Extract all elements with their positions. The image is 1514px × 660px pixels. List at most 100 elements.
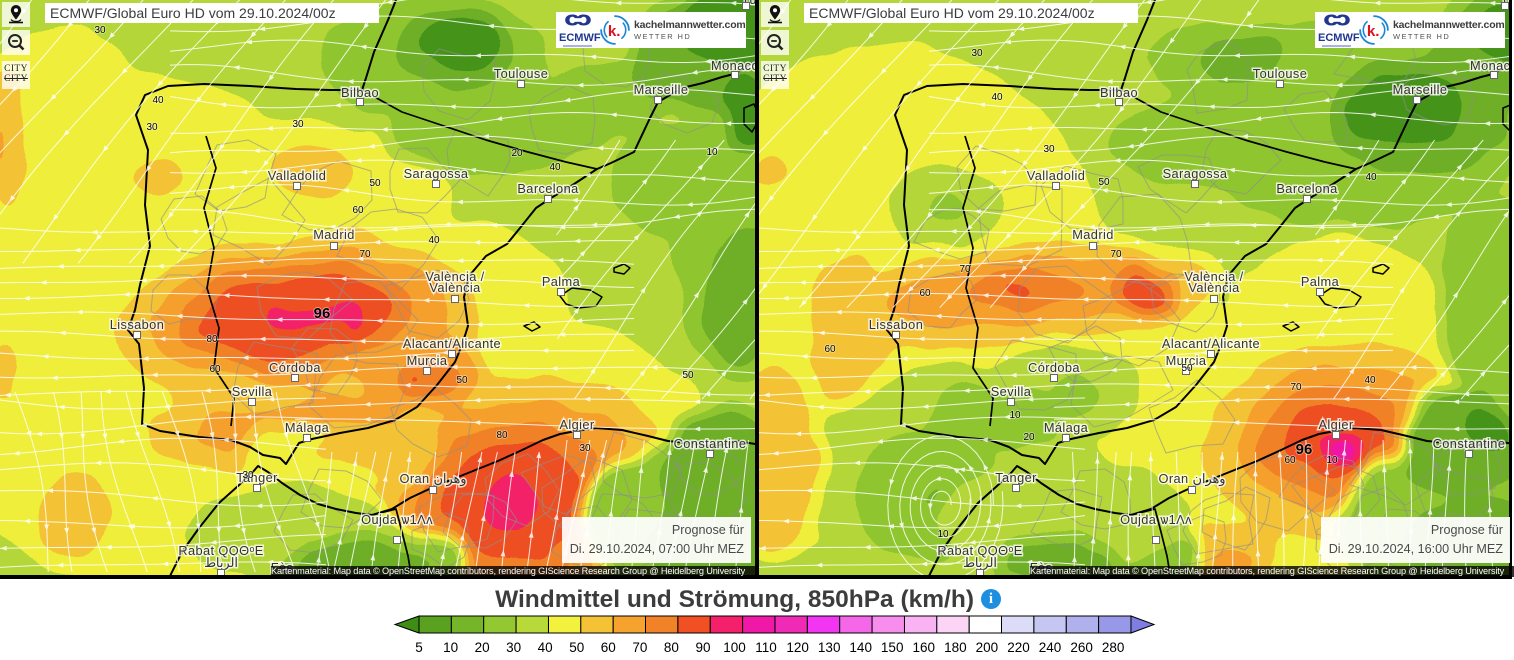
svg-text:50: 50 — [682, 370, 694, 381]
svg-text:100: 100 — [723, 640, 746, 655]
svg-text:70: 70 — [959, 264, 971, 275]
svg-text:30: 30 — [1043, 144, 1055, 155]
svg-text:Toulouse: Toulouse — [494, 66, 548, 81]
svg-text:10: 10 — [706, 147, 718, 158]
svg-text:96: 96 — [1296, 441, 1313, 458]
svg-text:Marseille: Marseille — [634, 82, 689, 97]
svg-text:40: 40 — [549, 162, 561, 173]
svg-text:Tanger: Tanger — [236, 470, 278, 485]
svg-text:Barcelona: Barcelona — [1276, 181, 1338, 196]
svg-text:Oran وهران: Oran وهران — [1159, 471, 1226, 487]
svg-text:50: 50 — [456, 375, 468, 386]
svg-text:Málaga: Málaga — [285, 420, 330, 435]
svg-text:k.: k. — [1367, 23, 1380, 40]
svg-text:5: 5 — [415, 640, 423, 655]
svg-text:Oujda ѡ1Λʌ: Oujda ѡ1Λʌ — [1120, 512, 1192, 527]
svg-text:50: 50 — [569, 640, 584, 655]
svg-text:70: 70 — [632, 640, 647, 655]
svg-text:10: 10 — [1009, 410, 1021, 421]
svg-text:200: 200 — [976, 640, 999, 655]
svg-text:Monaco: Monaco — [711, 58, 757, 73]
svg-text:60: 60 — [1284, 455, 1296, 466]
svg-text:140: 140 — [849, 640, 872, 655]
svg-text:Rabat QQΘᵒE: Rabat QQΘᵒE — [178, 543, 263, 558]
svg-text:40: 40 — [428, 235, 440, 246]
svg-text:30: 30 — [292, 119, 304, 130]
svg-text:30: 30 — [506, 640, 521, 655]
svg-text:Murcia: Murcia — [407, 353, 448, 368]
svg-text:Madrid: Madrid — [1072, 227, 1114, 242]
svg-text:160: 160 — [913, 640, 936, 655]
svg-text:130: 130 — [818, 640, 841, 655]
svg-text:Monaco: Monaco — [1470, 58, 1510, 73]
svg-text:30: 30 — [146, 122, 158, 133]
svg-text:Málaga: Málaga — [1044, 420, 1089, 435]
svg-text:280: 280 — [1102, 640, 1125, 655]
svg-text:110: 110 — [755, 640, 777, 655]
svg-text:Córdoba: Córdoba — [1028, 360, 1080, 375]
svg-text:Alacant/Alicante: Alacant/Alicante — [1162, 336, 1260, 351]
svg-text:Murcia: Murcia — [1166, 353, 1207, 368]
svg-text:Sevilla: Sevilla — [991, 384, 1032, 399]
svg-text:València: València — [1188, 280, 1240, 295]
svg-text:Palma: Palma — [542, 274, 581, 289]
svg-text:Saragossa: Saragossa — [1163, 166, 1228, 181]
svg-text:80: 80 — [664, 640, 679, 655]
svg-text:Lissabon: Lissabon — [869, 317, 923, 332]
svg-text:40: 40 — [152, 95, 164, 106]
svg-text:60: 60 — [209, 364, 221, 375]
svg-text:10: 10 — [937, 529, 949, 540]
svg-text:Barcelona: Barcelona — [517, 181, 579, 196]
svg-text:Marseille: Marseille — [1393, 82, 1448, 97]
svg-text:40: 40 — [1364, 375, 1376, 386]
svg-text:València /: València / — [425, 269, 484, 284]
svg-text:الرباط: الرباط — [204, 555, 238, 571]
svg-text:180: 180 — [944, 640, 967, 655]
svg-text:260: 260 — [1070, 640, 1093, 655]
svg-text:30: 30 — [971, 48, 983, 59]
svg-text:96: 96 — [314, 305, 331, 322]
svg-text:València: València — [429, 280, 481, 295]
svg-text:Constantine: Constantine — [1433, 436, 1506, 451]
svg-text:Madrid: Madrid — [313, 227, 355, 242]
svg-text:10: 10 — [1326, 455, 1338, 466]
svg-text:Lissabon: Lissabon — [110, 317, 164, 332]
svg-text:70: 70 — [1290, 382, 1302, 393]
svg-text:220: 220 — [1007, 640, 1030, 655]
svg-text:Bilbao: Bilbao — [341, 85, 379, 100]
svg-text:40: 40 — [538, 640, 553, 655]
svg-text:València /: València / — [1184, 269, 1243, 284]
svg-text:20: 20 — [1023, 432, 1035, 443]
svg-text:80: 80 — [496, 430, 508, 441]
svg-text:Saragossa: Saragossa — [404, 166, 469, 181]
svg-text:60: 60 — [601, 640, 616, 655]
svg-text:30: 30 — [242, 470, 254, 481]
svg-text:50: 50 — [1098, 177, 1110, 188]
svg-text:150: 150 — [881, 640, 904, 655]
svg-text:k.: k. — [608, 23, 621, 40]
svg-text:Valladolid: Valladolid — [268, 168, 327, 183]
svg-text:20: 20 — [475, 640, 490, 655]
svg-text:10: 10 — [443, 640, 458, 655]
svg-text:30: 30 — [94, 25, 106, 36]
svg-text:Córdoba: Córdoba — [269, 360, 321, 375]
svg-text:60: 60 — [919, 288, 931, 299]
svg-text:Alacant/Alicante: Alacant/Alicante — [403, 336, 501, 351]
svg-text:Algier: Algier — [559, 417, 594, 432]
svg-text:Toulouse: Toulouse — [1253, 66, 1307, 81]
svg-text:الرباط: الرباط — [963, 555, 997, 571]
svg-text:50: 50 — [369, 178, 381, 189]
svg-text:Oujda ѡ1Λʌ: Oujda ѡ1Λʌ — [361, 512, 433, 527]
svg-text:Rabat QQΘᵒE: Rabat QQΘᵒE — [937, 543, 1022, 558]
svg-text:70: 70 — [1110, 249, 1122, 260]
svg-text:Algier: Algier — [1318, 417, 1353, 432]
svg-text:Bilbao: Bilbao — [1100, 85, 1138, 100]
svg-text:60: 60 — [352, 205, 364, 216]
svg-text:120: 120 — [786, 640, 809, 655]
svg-text:50: 50 — [1181, 363, 1193, 374]
svg-text:Palma: Palma — [1301, 274, 1340, 289]
svg-text:40: 40 — [991, 92, 1003, 103]
svg-text:Oran وهران: Oran وهران — [400, 471, 467, 487]
svg-text:240: 240 — [1039, 640, 1062, 655]
svg-text:Tanger: Tanger — [995, 470, 1037, 485]
